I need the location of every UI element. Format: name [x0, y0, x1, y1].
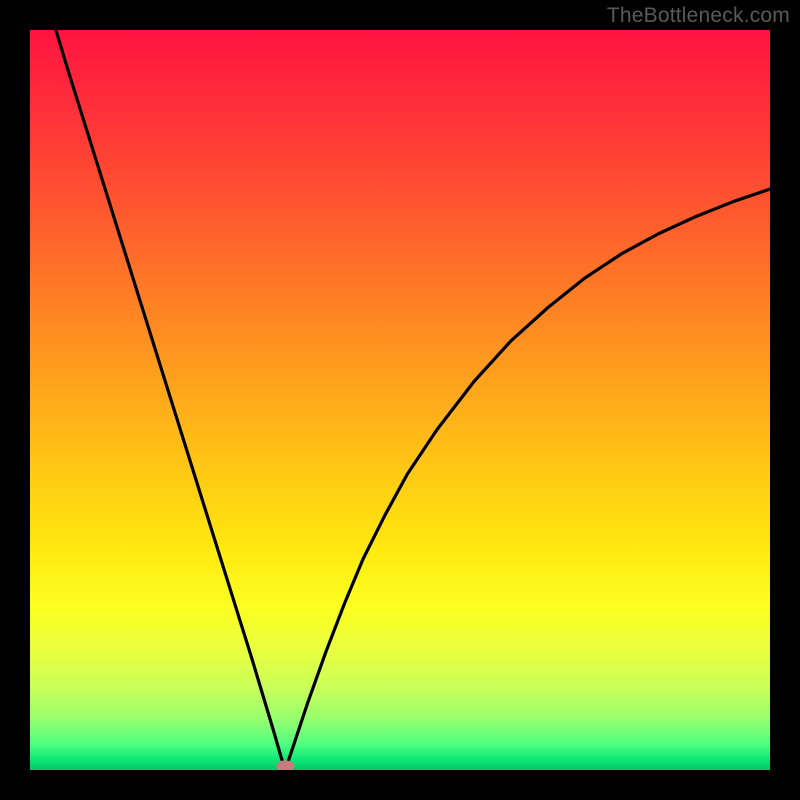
- watermark-text: TheBottleneck.com: [607, 4, 790, 28]
- chart-container: TheBottleneck.com: [0, 0, 800, 800]
- bottleneck-chart: [30, 30, 770, 770]
- gradient-background: [30, 30, 770, 770]
